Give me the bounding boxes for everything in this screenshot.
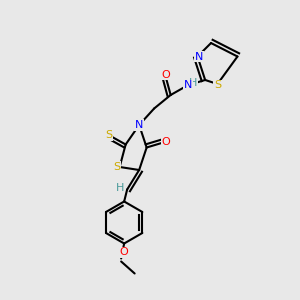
Text: N: N xyxy=(195,52,203,61)
Text: H: H xyxy=(116,183,124,193)
Text: N: N xyxy=(135,120,143,130)
Text: S: S xyxy=(105,130,112,140)
Text: O: O xyxy=(162,137,170,147)
Text: S: S xyxy=(214,80,221,91)
Text: N: N xyxy=(184,80,192,90)
Text: H: H xyxy=(189,78,197,88)
Text: S: S xyxy=(113,162,120,172)
Text: O: O xyxy=(162,70,170,80)
Text: O: O xyxy=(119,248,128,257)
